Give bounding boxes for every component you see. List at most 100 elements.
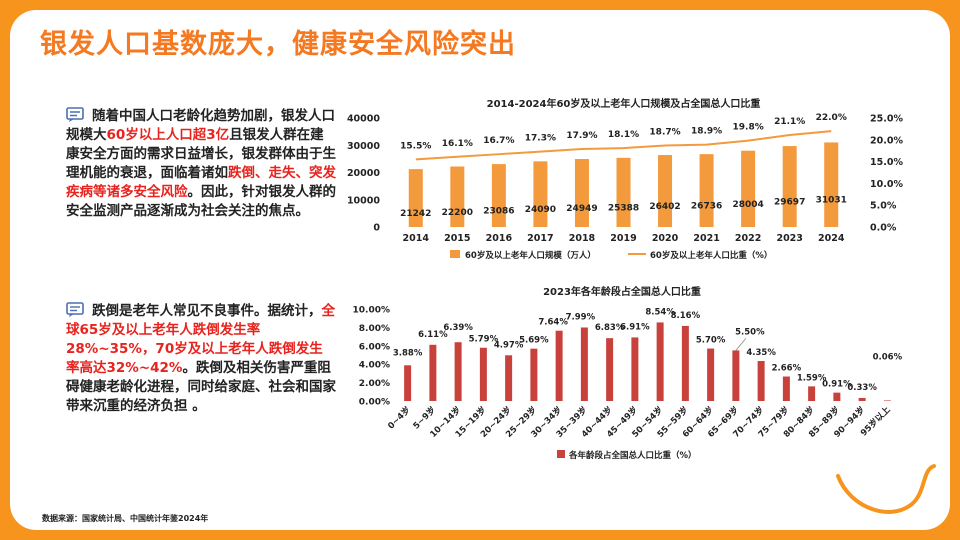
x-tick-label: 35~39岁 (554, 404, 590, 440)
y-tick-label: 6.00% (359, 342, 390, 352)
bar (491, 164, 506, 227)
bar (707, 348, 715, 401)
bar-value-label: 24949 (566, 204, 597, 214)
bar-value-label: 6.11% (418, 330, 448, 340)
bar-value-label: 5.50% (735, 327, 765, 337)
body-text: 且银发人群在建康安全方面的需求日益增长，银发群体由于生理机能的衰退，面临着诸如 (66, 127, 336, 181)
x-tick-label: 55~59岁 (655, 404, 691, 440)
x-tick-label: 75~79岁 (756, 404, 792, 440)
series-line (415, 130, 832, 161)
x-tick-label: 2021 (693, 233, 719, 244)
y-tick-label: 10.00% (353, 306, 391, 316)
body-text: 随着中国人口老龄化趋势加剧，银发人口规模大 (66, 108, 335, 143)
chat-bubble-icon (66, 302, 84, 317)
legend-swatch (557, 450, 565, 458)
bar-value-label: 6.91% (620, 322, 650, 332)
x-tick-label: 80~84岁 (781, 404, 817, 440)
x-tick-label: 5~9岁 (411, 404, 438, 431)
bar (616, 157, 631, 227)
bar-value-label: 0.91% (822, 380, 852, 390)
y-left-tick-label: 20000 (347, 168, 380, 179)
bar (479, 347, 487, 401)
bar (454, 342, 462, 401)
bar (631, 337, 639, 401)
x-tick-label: 2024 (818, 233, 845, 244)
bar (681, 325, 689, 401)
body-text: 。跌倒及相关伤害严重阻碍健康老龄化进程，同时给家庭、社会和国家带来沉重的经济负担… (66, 360, 336, 414)
chart-title: 2023年各年龄段占全国总人口比重 (543, 285, 701, 298)
population-chart: 2014-2024年60岁及以上老年人口规模及占全国总人口比重 0 10000 200… (347, 97, 904, 261)
page-title: 银发人口基数庞大，健康安全风险突出 (40, 29, 516, 60)
paragraph-falls: 跌倒是老年人常见不良事件。据统计，全球65岁及以上老年人跌倒发生率28%~35%… (66, 302, 336, 416)
x-tick-label: 90~94岁 (832, 404, 868, 440)
bar (699, 154, 714, 227)
bar-value-label: 5.79% (469, 335, 499, 345)
bar-value-label: 7.64% (538, 318, 568, 328)
chart-title: 2014-2024年60岁及以上老年人口规模及占全国总人口比重 (487, 97, 761, 110)
bar-value-label: 4.35% (746, 348, 776, 358)
bar-value-label: 26402 (649, 202, 680, 212)
line-value-label: 18.9% (691, 127, 722, 137)
line-value-label: 18.1% (608, 130, 639, 140)
decorative-swoosh-icon (836, 464, 936, 514)
bar (574, 159, 589, 227)
x-tick-label: 50~54岁 (630, 404, 666, 440)
bar-value-label: 1.59% (797, 373, 827, 383)
x-tick-label: 65~69岁 (705, 404, 741, 440)
body-text: 。因此，针对银发人群的安全监测产品逐渐成为社会关注的焦点。 (66, 184, 336, 219)
y-tick-label: 0.00% (359, 398, 390, 408)
highlight-text: 全球65岁及以上老年人跌倒发生率28%~35%，70岁及以上老年人跌倒发生率高达… (66, 303, 335, 376)
bar (530, 348, 538, 401)
bar (808, 386, 816, 401)
line-value-label: 15.5% (400, 141, 431, 151)
x-tick-label: 2015 (444, 233, 470, 244)
bar (782, 146, 797, 227)
x-tick-label: 2018 (569, 233, 596, 244)
paragraph-text: 跌倒是老年人常见不良事件。据统计，全球65岁及以上老年人跌倒发生率28%~35%… (66, 303, 336, 414)
bar-value-label: 5.70% (696, 336, 726, 346)
x-tick-label: 2016 (486, 233, 513, 244)
bar-value-label: 24090 (525, 205, 556, 215)
bar-value-label: 28004 (732, 200, 763, 210)
bar (757, 360, 765, 401)
x-tick-label: 20~24岁 (478, 404, 514, 440)
bar-value-label: 4.97% (494, 340, 524, 350)
y-tick-label: 2.00% (359, 379, 390, 389)
age-distribution-chart: 2023年各年龄段占全国总人口比重 0.00% 2.00% 4.00% 6.00% 8.0… (353, 285, 903, 461)
x-tick-label: 30~34岁 (529, 404, 565, 440)
bar-value-label: 21242 (400, 209, 431, 219)
x-tick-label: 10~14岁 (428, 404, 464, 440)
highlight-text: 60岁以上人口超3亿 (106, 127, 230, 143)
line-value-label: 16.1% (442, 139, 473, 149)
bar-value-label: 8.16% (671, 311, 701, 321)
y-tick-label: 4.00% (359, 361, 390, 371)
paragraph-aging: 随着中国人口老龄化趋势加剧，银发人口规模大60岁以上人口超3亿且银发人群在建康安… (66, 107, 336, 221)
x-tick-label: 25~29岁 (503, 404, 539, 440)
bar (824, 142, 839, 227)
y-right-tick-label: 0.0% (870, 223, 897, 234)
line-value-label: 18.7% (649, 127, 680, 137)
x-tick-label: 2019 (610, 233, 636, 244)
bar-value-label: 8.54% (645, 307, 675, 317)
legend-label: 60岁及以上老年人口比重（%） (650, 250, 772, 261)
bar (782, 376, 790, 401)
y-right-tick-label: 10.0% (870, 179, 903, 190)
line-value-label: 17.3% (525, 134, 556, 144)
bar-value-label: 0.06% (873, 352, 903, 362)
bar (656, 322, 664, 401)
x-tick-label: 85~89岁 (806, 404, 842, 440)
bar (533, 161, 548, 227)
bar-value-label: 2.66% (772, 364, 802, 374)
bar-value-label: 29697 (774, 198, 805, 208)
highlight-text: 跌倒、走失、突发疾病等诸多安全风险 (66, 165, 336, 200)
bar (450, 166, 465, 227)
y-left-tick-label: 0 (373, 223, 380, 234)
bar-value-label: 5.69% (519, 336, 549, 346)
x-tick-label: 95岁以上 (858, 404, 893, 439)
bar (833, 392, 841, 401)
bar (404, 365, 412, 401)
y-left-tick-label: 10000 (347, 195, 380, 206)
bar-value-label: 7.99% (566, 312, 596, 322)
bar (606, 338, 614, 401)
legend-bar-swatch (450, 250, 460, 258)
